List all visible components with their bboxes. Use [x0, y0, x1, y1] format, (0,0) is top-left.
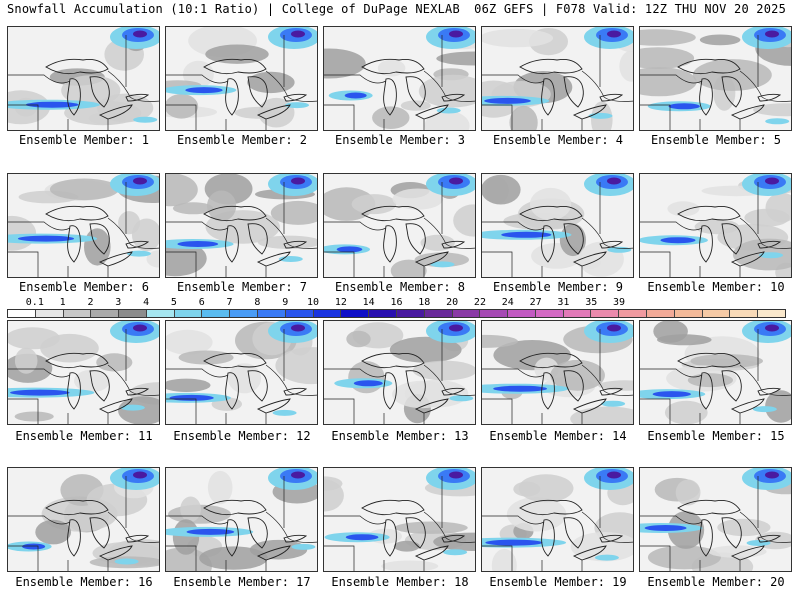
ensemble-member-caption: Ensemble Member: 18	[331, 575, 469, 589]
ensemble-member-caption: Ensemble Member: 3	[334, 133, 466, 147]
colorbar-swatch	[91, 310, 120, 317]
colorbar-swatch	[424, 310, 453, 317]
ensemble-member-caption: Ensemble Member: 9	[492, 280, 624, 294]
ensemble-member-map	[323, 26, 476, 131]
colorbar-swatch	[396, 310, 425, 317]
colorbar-label: 14	[362, 297, 375, 308]
ensemble-member-map	[165, 320, 318, 425]
ensemble-member-caption: Ensemble Member: 13	[331, 429, 469, 443]
colorbar-swatch	[63, 310, 92, 317]
ensemble-member-map	[481, 320, 634, 425]
colorbar-swatch	[341, 310, 370, 317]
ensemble-member-caption: Ensemble Member: 2	[176, 133, 308, 147]
ensemble-member-caption: Ensemble Member: 11	[15, 429, 153, 443]
colorbar-label: 1	[59, 297, 66, 308]
colorbar-label: 5	[170, 297, 177, 308]
map-title: Snowfall Accumulation (10:1 Ratio) | Col…	[7, 2, 460, 16]
colorbar-labels: 0.1 1 2 3 4 5 6 7 8 9 10 12 14 16 18 20 22 24 27 31 35 39	[7, 297, 786, 309]
colorbar-label: 10	[307, 297, 320, 308]
colorbar-label: 35	[585, 297, 598, 308]
ensemble-member-map	[7, 26, 160, 131]
colorbar-swatch	[369, 310, 397, 317]
colorbar-swatch	[258, 310, 286, 317]
ensemble-member-map	[639, 173, 792, 278]
colorbar-label: 27	[529, 297, 542, 308]
colorbar-swatch	[730, 310, 759, 317]
ensemble-member-caption: Ensemble Member: 8	[334, 280, 466, 294]
colorbar-swatch	[646, 310, 675, 317]
colorbar-swatch	[146, 310, 175, 317]
colorbar-label: 6	[198, 297, 205, 308]
colorbar-swatch	[591, 310, 620, 317]
ensemble-member-map	[165, 173, 318, 278]
colorbar-label: 0.1	[25, 297, 44, 308]
colorbar-swatch	[480, 310, 509, 317]
colorbar-swatch	[8, 310, 36, 317]
colorbar-label: 22	[473, 297, 486, 308]
ensemble-member-map	[323, 173, 476, 278]
ensemble-member-map	[481, 173, 634, 278]
colorbar-label: 31	[557, 297, 570, 308]
ensemble-member-caption: Ensemble Member: 16	[15, 575, 153, 589]
ensemble-member-map	[639, 26, 792, 131]
ensemble-member-map	[323, 467, 476, 572]
colorbar-swatch	[508, 310, 536, 317]
colorbar-swatch	[674, 310, 703, 317]
ensemble-member-map	[7, 467, 160, 572]
colorbar-label: 7	[226, 297, 233, 308]
ensemble-member-map	[165, 26, 318, 131]
colorbar-swatch	[702, 310, 731, 317]
ensemble-member-caption: Ensemble Member: 6	[18, 280, 150, 294]
colorbar-swatch	[119, 310, 147, 317]
ensemble-member-map	[481, 26, 634, 131]
colorbar-label: 2	[87, 297, 94, 308]
snowfall-colorbar	[7, 309, 786, 318]
colorbar-label: 12	[334, 297, 347, 308]
ensemble-member-map	[639, 467, 792, 572]
ensemble-member-caption: Ensemble Member: 14	[489, 429, 627, 443]
ensemble-member-caption: Ensemble Member: 20	[647, 575, 785, 589]
colorbar-swatch	[174, 310, 203, 317]
ensemble-member-caption: Ensemble Member: 19	[489, 575, 627, 589]
colorbar-swatch	[35, 310, 64, 317]
ensemble-member-caption: Ensemble Member: 5	[650, 133, 782, 147]
colorbar-label: 24	[501, 297, 514, 308]
colorbar-label: 16	[390, 297, 403, 308]
colorbar-label: 18	[418, 297, 431, 308]
colorbar-swatch	[313, 310, 342, 317]
ensemble-member-map	[481, 467, 634, 572]
ensemble-member-caption: Ensemble Member: 1	[18, 133, 150, 147]
ensemble-member-caption: Ensemble Member: 4	[492, 133, 624, 147]
colorbar-label: 20	[446, 297, 459, 308]
ensemble-member-map	[7, 173, 160, 278]
ensemble-member-caption: Ensemble Member: 15	[647, 429, 785, 443]
colorbar-swatch	[285, 310, 314, 317]
colorbar-swatch	[202, 310, 231, 317]
colorbar-label: 8	[254, 297, 261, 308]
colorbar-swatch	[452, 310, 481, 317]
ensemble-member-caption: Ensemble Member: 7	[176, 280, 308, 294]
colorbar-label: 3	[115, 297, 122, 308]
colorbar-swatch	[619, 310, 647, 317]
colorbar-swatch	[230, 310, 259, 317]
model-run-info: 06Z GEFS | F078 Valid: 12Z THU NOV 20 20…	[474, 2, 786, 16]
colorbar-swatch	[535, 310, 564, 317]
colorbar-swatch	[758, 310, 785, 317]
ensemble-member-map	[323, 320, 476, 425]
colorbar-label: 9	[282, 297, 289, 308]
ensemble-member-map	[165, 467, 318, 572]
colorbar-swatch	[563, 310, 592, 317]
colorbar-label: 4	[143, 297, 150, 308]
colorbar-label: 39	[613, 297, 626, 308]
ensemble-member-map	[639, 320, 792, 425]
ensemble-member-caption: Ensemble Member: 10	[647, 280, 785, 294]
ensemble-member-caption: Ensemble Member: 17	[173, 575, 311, 589]
ensemble-member-map	[7, 320, 160, 425]
ensemble-member-caption: Ensemble Member: 12	[173, 429, 311, 443]
